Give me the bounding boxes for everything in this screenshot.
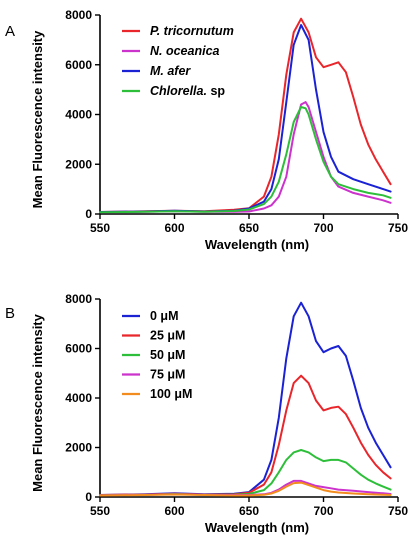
x-tick-label: 600 [164, 221, 184, 235]
series-line-1 [99, 374, 392, 496]
series-line-0 [99, 17, 392, 213]
legend-entry: M. afer [150, 64, 191, 78]
x-tick-label: 750 [388, 504, 408, 518]
legend-entry: P. tricornutum [150, 24, 234, 38]
x-tick-label: 650 [239, 221, 259, 235]
legend-entry: Chlorella. sp [150, 84, 225, 98]
x-tick-label: 550 [90, 504, 110, 518]
series-line-4 [99, 481, 392, 497]
legend-entry: 100 μM [150, 387, 192, 401]
x-tick-label: 700 [313, 221, 333, 235]
chart-panel-A: A 550 600 650 700 750 0 2000 4000 6000 8000 Wavelen… [5, 8, 408, 252]
panel-label: B [5, 305, 15, 322]
x-tick-label: 650 [239, 504, 259, 518]
x-tick-label: 600 [164, 504, 184, 518]
y-tick-label: 0 [85, 207, 92, 221]
legend-entry: 75 μM [150, 368, 185, 382]
series-line-2 [99, 24, 392, 213]
y-tick-label: 6000 [65, 58, 92, 72]
panel-label: A [5, 23, 15, 40]
y-tick-label: 8000 [65, 8, 92, 22]
x-tick-label: 750 [388, 221, 408, 235]
y-axis-label: Mean Fluorescence intensity [30, 30, 45, 208]
x-tick-label: 550 [90, 221, 110, 235]
y-axis-label: Mean Fluorescence intensity [30, 313, 45, 491]
y-tick-label: 6000 [65, 342, 92, 356]
legend-entry: 0 μM [150, 309, 179, 323]
series-line-1 [99, 101, 392, 214]
legend-entry: N. oceanica [150, 44, 220, 58]
y-tick-label: 4000 [65, 391, 92, 405]
y-tick-label: 0 [85, 490, 92, 504]
series-line-0 [99, 301, 392, 496]
x-tick-label: 700 [313, 504, 333, 518]
legend-entry: 25 μM [150, 329, 185, 343]
y-tick-label: 4000 [65, 108, 92, 122]
y-tick-label: 8000 [65, 292, 92, 306]
legend-entry: 50 μM [150, 348, 185, 362]
y-tick-label: 2000 [65, 157, 92, 171]
x-axis-label: Wavelength (nm) [205, 237, 309, 252]
series-line-3 [99, 106, 392, 214]
chart-panel-B: B 550 600 650 700 750 0 2000 4000 6000 8000 Wavelen… [5, 292, 408, 535]
y-tick-label: 2000 [65, 441, 92, 455]
series-line-2 [99, 449, 392, 497]
x-axis-label: Wavelength (nm) [205, 520, 309, 535]
